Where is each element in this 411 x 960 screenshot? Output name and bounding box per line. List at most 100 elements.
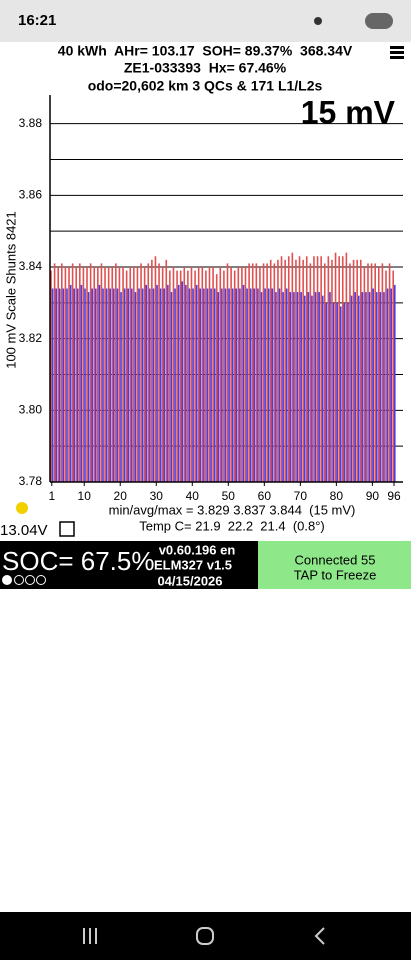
- bar: [257, 288, 259, 482]
- bar: [241, 267, 243, 482]
- bulb-icon[interactable]: [16, 502, 28, 514]
- bar: [332, 302, 335, 482]
- bar: [248, 263, 250, 482]
- bar: [307, 292, 310, 482]
- bar: [195, 284, 198, 482]
- x-tick-label: 70: [294, 489, 308, 503]
- bar: [392, 270, 394, 482]
- bar: [350, 295, 353, 482]
- chart[interactable]: 3.78 3.80 3.82 3.84 3.86 3.88 1 10 20 30 40 50 60 70 8…: [19, 95, 403, 503]
- bar: [127, 288, 130, 482]
- y-tick-label: 3.88: [19, 116, 43, 130]
- bar: [336, 302, 338, 482]
- bar: [120, 292, 122, 482]
- bar: [372, 288, 374, 482]
- bar: [266, 263, 268, 482]
- soc: SOC= 67.5%: [2, 546, 154, 576]
- bar: [176, 270, 178, 482]
- bar: [303, 295, 306, 482]
- bar: [84, 288, 86, 482]
- bar: [115, 263, 117, 482]
- menu-button[interactable]: [390, 46, 404, 59]
- bar: [55, 288, 58, 482]
- freeze-label[interactable]: TAP to Freeze: [294, 567, 377, 582]
- bar: [219, 267, 222, 482]
- bar: [226, 263, 229, 482]
- bar: [203, 288, 205, 482]
- bar: [296, 292, 299, 482]
- bar: [156, 284, 158, 482]
- bar: [136, 267, 139, 482]
- bar: [161, 267, 164, 482]
- bar: [71, 263, 74, 482]
- x-tick-label: 80: [330, 489, 344, 503]
- bar: [91, 288, 94, 482]
- stats: min/avg/max = 3.829 3.837 3.844 (15 mV): [109, 502, 356, 517]
- bar: [53, 263, 56, 482]
- bar: [192, 288, 194, 482]
- y-tick-label: 3.84: [19, 259, 43, 273]
- bar: [169, 270, 171, 482]
- bar: [316, 256, 319, 482]
- bar: [327, 256, 330, 482]
- home-button[interactable]: [196, 927, 214, 945]
- bar: [66, 288, 68, 482]
- bar: [131, 288, 133, 482]
- bar: [86, 267, 88, 482]
- bar: [141, 288, 144, 482]
- bar: [165, 259, 168, 482]
- bar: [77, 288, 79, 482]
- freeze-button[interactable]: [258, 541, 411, 589]
- bar: [347, 302, 349, 482]
- bar: [82, 267, 85, 482]
- bar: [354, 292, 356, 482]
- bar: [183, 267, 186, 482]
- x-tick-label: 10: [78, 489, 92, 503]
- bar: [147, 263, 150, 482]
- bar: [249, 288, 252, 482]
- bar: [62, 288, 65, 482]
- bar: [228, 288, 230, 482]
- bar: [223, 270, 225, 482]
- bar: [349, 263, 351, 482]
- bar: [323, 263, 326, 482]
- bar: [343, 302, 346, 482]
- back-button[interactable]: [314, 927, 325, 945]
- x-tick-label: 1: [48, 489, 55, 503]
- bar: [314, 292, 317, 482]
- bar: [64, 267, 67, 482]
- bar: [357, 295, 360, 482]
- bar: [116, 288, 119, 482]
- bar: [318, 292, 320, 482]
- bar: [151, 259, 153, 482]
- bar: [298, 256, 301, 482]
- bar: [199, 288, 202, 482]
- bar: [158, 263, 160, 482]
- bar: [345, 252, 348, 482]
- bar: [280, 256, 283, 482]
- x-tick-label: 30: [150, 489, 164, 503]
- bar: [213, 288, 216, 482]
- bar: [260, 292, 263, 482]
- bar: [59, 288, 61, 482]
- bar: [388, 263, 391, 482]
- bar: [190, 267, 193, 482]
- bar: [109, 288, 112, 482]
- bar: [377, 267, 380, 482]
- x-tick-label: 96: [387, 489, 401, 503]
- bar: [293, 292, 295, 482]
- bar: [230, 267, 232, 482]
- bar: [111, 267, 114, 482]
- calendar-icon[interactable]: [59, 521, 75, 537]
- header-line: ZE1-033393 Hx= 67.46%: [124, 60, 287, 76]
- header-line: 40 kWh AHr= 103.17 SOH= 89.37% 368.34V: [58, 43, 353, 59]
- bar: [285, 288, 288, 482]
- bar: [80, 284, 83, 482]
- bar: [359, 259, 362, 482]
- bar: [188, 288, 191, 482]
- temperature: Temp C= 21.9 22.2 21.4 (0.8°): [139, 518, 325, 533]
- recents-button[interactable]: [83, 928, 97, 944]
- bar: [385, 270, 387, 482]
- bar: [107, 267, 110, 482]
- bar: [367, 263, 369, 482]
